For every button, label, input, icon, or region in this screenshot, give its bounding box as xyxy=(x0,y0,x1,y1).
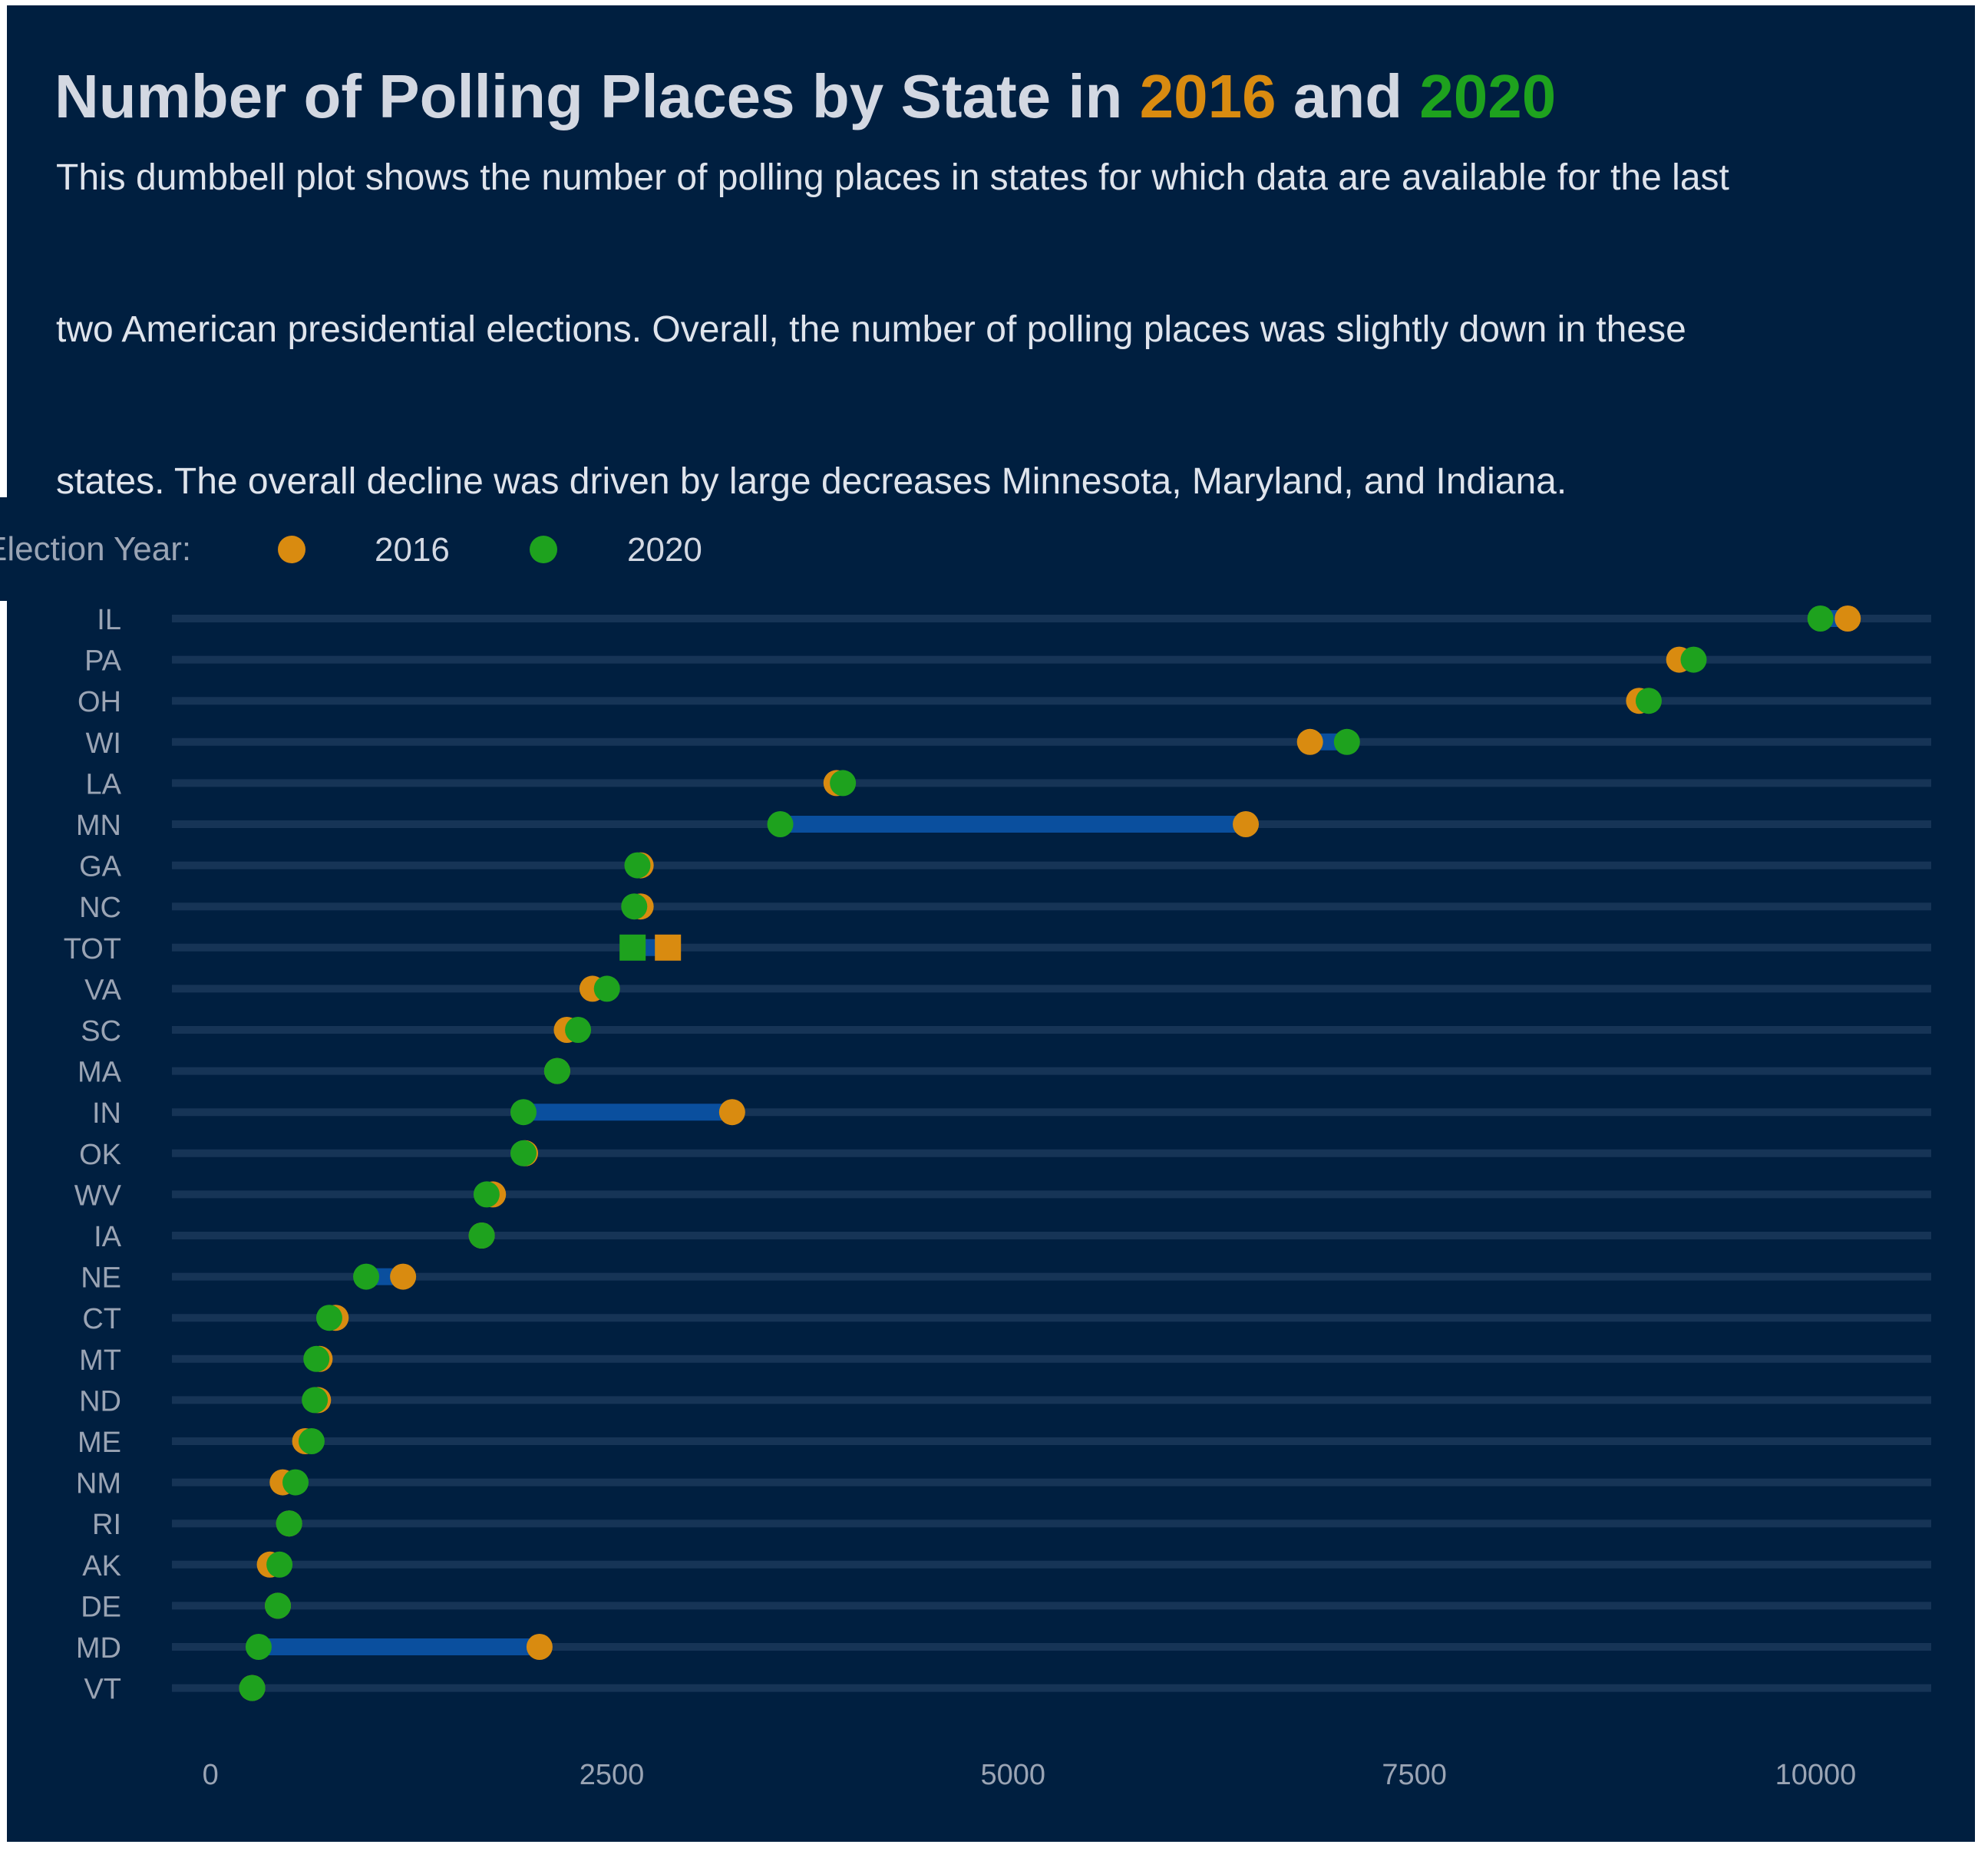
point-2020-wv xyxy=(473,1181,500,1208)
row-label-ne: NE xyxy=(81,1262,121,1295)
point-2020-ma xyxy=(543,1057,570,1084)
row-label-oh: OH xyxy=(78,686,121,718)
point-2020-mn xyxy=(767,811,794,837)
row-label-il: IL xyxy=(97,604,121,636)
x-tick-label-2500: 2500 xyxy=(580,1759,645,1791)
point-2020-ct xyxy=(315,1305,342,1331)
row-label-ak: AK xyxy=(82,1550,121,1582)
row-label-wv: WV xyxy=(74,1180,122,1212)
point-2020-nm xyxy=(282,1469,309,1496)
point-2020-me xyxy=(298,1428,325,1454)
chart-panel xyxy=(7,5,1975,1842)
row-label-pa: PA xyxy=(84,645,122,678)
row-label-mn: MN xyxy=(76,810,121,842)
point-2020-ga xyxy=(624,852,651,879)
row-label-ct: CT xyxy=(82,1303,121,1335)
point-2016-tot xyxy=(655,934,682,961)
point-2020-oh xyxy=(1635,688,1662,714)
legend-title: Election Year: xyxy=(0,530,191,568)
point-2020-mt xyxy=(303,1345,330,1372)
point-2020-nd xyxy=(302,1387,329,1414)
point-2020-ak xyxy=(266,1551,293,1578)
legend-2016-label: 2016 xyxy=(375,531,450,569)
x-tick-label-7500: 7500 xyxy=(1382,1759,1447,1791)
row-label-ia: IA xyxy=(94,1221,122,1253)
row-label-va: VA xyxy=(84,974,122,1006)
title-year-2020: 2020 xyxy=(1419,62,1556,130)
row-label-in: IN xyxy=(92,1097,121,1130)
point-2020-de xyxy=(265,1592,292,1619)
chart-title: Number of Polling Places by State in 201… xyxy=(54,62,1556,130)
x-tick-label-5000: 5000 xyxy=(981,1759,1046,1791)
point-2020-ne xyxy=(353,1263,380,1290)
legend-2020-label: 2020 xyxy=(627,531,702,569)
point-2016-il xyxy=(1834,605,1861,632)
point-2020-in xyxy=(510,1099,537,1126)
legend-2016-marker xyxy=(278,536,305,563)
row-label-ri: RI xyxy=(92,1509,121,1541)
point-2020-la xyxy=(830,770,857,797)
row-label-ok: OK xyxy=(79,1139,121,1171)
row-label-tot: TOT xyxy=(64,933,121,965)
point-2016-wi xyxy=(1296,728,1323,755)
title-year-2016: 2016 xyxy=(1140,62,1276,130)
point-2020-va xyxy=(593,975,620,1002)
row-label-nm: NM xyxy=(76,1468,121,1500)
legend-2020-marker xyxy=(530,536,557,563)
point-2020-vt xyxy=(239,1674,266,1701)
plot-area: IL PA OH WI LA MN GA NC TOT VA SC MA IN OK WV IA NE CT MT N… xyxy=(64,604,1931,1791)
row-label-de: DE xyxy=(81,1591,121,1623)
subtitle-line-2: two American presidential elections. Ove… xyxy=(56,309,1686,350)
subtitle-line-3: states. The overall decline was driven b… xyxy=(56,461,1567,502)
legend: Election Year: 2016 2020 xyxy=(0,497,702,601)
point-2020-pa xyxy=(1680,646,1707,673)
row-label-wi: WI xyxy=(86,728,121,760)
row-label-la: LA xyxy=(86,768,122,800)
row-label-ma: MA xyxy=(78,1057,122,1089)
point-2020-il xyxy=(1807,605,1834,632)
row-label-me: ME xyxy=(78,1427,121,1459)
point-2016-ne xyxy=(390,1263,417,1290)
point-2020-nc xyxy=(621,893,648,920)
title-part2: and xyxy=(1276,62,1420,130)
point-2020-ia xyxy=(468,1222,495,1249)
point-2020-wi xyxy=(1333,728,1360,755)
row-label-ga: GA xyxy=(79,851,122,883)
point-2020-tot xyxy=(619,934,646,961)
point-2020-ok xyxy=(510,1140,537,1166)
row-label-sc: SC xyxy=(81,1015,121,1048)
row-label-vt: VT xyxy=(84,1674,121,1706)
row-label-nc: NC xyxy=(79,892,121,924)
point-2020-md xyxy=(245,1634,272,1660)
point-2016-mn xyxy=(1233,811,1260,837)
point-2016-md xyxy=(526,1634,553,1660)
x-tick-label-0: 0 xyxy=(203,1759,219,1791)
row-label-mt: MT xyxy=(79,1345,121,1377)
subtitle-line-1: This dumbbell plot shows the number of p… xyxy=(56,157,1729,198)
x-tick-label-10000: 10000 xyxy=(1775,1759,1857,1791)
point-2016-in xyxy=(718,1099,745,1126)
row-label-md: MD xyxy=(76,1632,121,1665)
point-2020-ri xyxy=(276,1510,302,1537)
point-2020-sc xyxy=(565,1017,592,1043)
row-label-nd: ND xyxy=(79,1385,121,1417)
title-part1: Number of Polling Places by State in xyxy=(54,62,1140,130)
